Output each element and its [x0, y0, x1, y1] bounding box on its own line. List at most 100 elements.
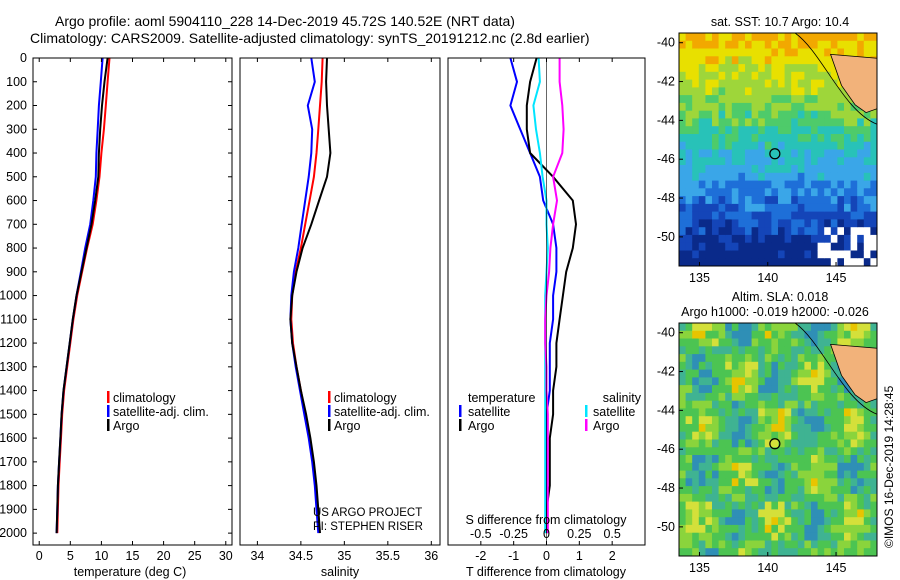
map-cell [679, 369, 687, 378]
map-cell [837, 330, 845, 340]
map-cell [797, 149, 805, 158]
map-cell [725, 330, 733, 340]
map-cell [784, 540, 792, 549]
map-cell [817, 416, 825, 425]
map-cell [751, 470, 759, 479]
map-cell [705, 242, 713, 251]
map-cell [712, 524, 720, 534]
map-cell [731, 470, 739, 479]
map-cell [824, 242, 832, 251]
map-cell [857, 517, 865, 526]
map-cell [778, 478, 786, 487]
map-cell [850, 486, 858, 495]
map-cell [751, 149, 759, 158]
map-cell [857, 431, 865, 440]
map-x-tick-label: 140 [757, 271, 778, 285]
map-cell [725, 354, 733, 363]
map-cell [804, 56, 812, 65]
map-cell [804, 149, 812, 158]
map-cell [804, 431, 812, 440]
legend-swatch-climatology [328, 391, 331, 403]
map-cell [718, 180, 726, 189]
map-cell [837, 149, 845, 158]
map-cell [837, 219, 845, 228]
map-cell [804, 517, 812, 526]
map-cell [797, 392, 805, 402]
map-cell [771, 126, 779, 135]
map-cell [738, 416, 746, 425]
map-cell [797, 524, 805, 534]
map-cell [844, 486, 852, 495]
map-cell [797, 95, 805, 104]
map-cell [784, 242, 792, 251]
map-cell [797, 346, 805, 355]
map-cell [751, 338, 759, 347]
map-cell [764, 188, 772, 197]
y-tick-label: 200 [6, 99, 27, 113]
x-tick-label: 0 [543, 549, 550, 563]
map-cell [863, 486, 871, 495]
map-cell [712, 219, 720, 228]
map-cell [764, 40, 772, 50]
map-cell [778, 56, 786, 65]
map-cell [844, 455, 852, 464]
map-cell [784, 126, 792, 135]
map-cell [705, 95, 713, 104]
map-cell [784, 203, 792, 213]
map-cell [850, 548, 858, 557]
map-cell [791, 141, 799, 150]
map-cell [778, 203, 786, 213]
map-cell [791, 203, 799, 213]
map-y-tick-label: -48 [657, 481, 675, 495]
map-cell [811, 188, 819, 197]
map-cell [718, 242, 726, 251]
salinity-axes: 34 34.5 35 35.5 36 [239, 57, 441, 563]
map-cell [778, 385, 786, 394]
map-cell [791, 346, 799, 355]
map-cell [692, 64, 700, 73]
map-cell [745, 188, 753, 197]
map-cell [758, 102, 766, 112]
map-cell [837, 40, 845, 50]
map-cell [778, 361, 786, 371]
map-cell [824, 126, 832, 135]
map-cell [791, 149, 799, 158]
map-cell [685, 330, 693, 340]
map-cell [764, 323, 772, 332]
map-cell [758, 118, 766, 127]
map-cell [725, 79, 733, 88]
map-cell [718, 56, 726, 65]
map-cell [692, 486, 700, 495]
map-cell [705, 509, 713, 518]
map-cell [797, 447, 805, 456]
series-line-climatology [56, 57, 111, 534]
temperature-series [55, 57, 111, 534]
map-cell [784, 501, 792, 510]
series-line-argo [289, 57, 332, 534]
map-cell [764, 33, 772, 42]
map-cell [679, 354, 687, 363]
map-cell [771, 369, 779, 378]
map-cell [870, 203, 878, 213]
map-cell [863, 250, 871, 259]
map-cell [817, 540, 825, 549]
map-cell [771, 486, 779, 495]
map-cell [784, 141, 792, 150]
map-cell [844, 323, 852, 332]
map-cell [870, 188, 878, 197]
map-cell [758, 203, 766, 213]
map-cell [771, 165, 779, 174]
map-cell [830, 203, 838, 213]
map-cell [824, 180, 832, 189]
map-cell [791, 172, 799, 182]
y-tick-label: 300 [6, 122, 27, 136]
map-cell [685, 242, 693, 251]
map-cell [824, 377, 832, 386]
map-cell [791, 416, 799, 425]
map-cell [817, 346, 825, 355]
map-cell [725, 369, 733, 378]
map-cell [791, 40, 799, 50]
credit-project: US ARGO PROJECT [313, 507, 422, 519]
map-cell [850, 149, 858, 158]
imos-credit: ©IMOS 16-Dec-2019 14:28:45 [882, 385, 896, 548]
